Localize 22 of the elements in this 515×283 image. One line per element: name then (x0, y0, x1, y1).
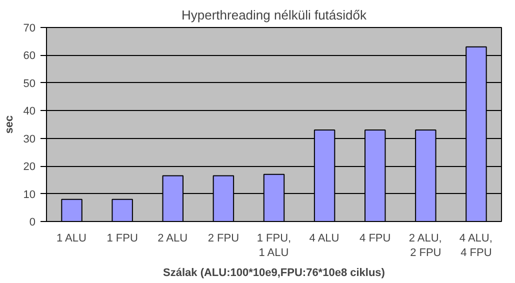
y-tick-label: 10 (23, 188, 36, 201)
x-tick-label: 2 FPU (208, 232, 240, 244)
y-tick-label: 50 (23, 78, 36, 90)
x-tick-label: 1 FPU (106, 232, 138, 244)
y-tick-label: 20 (23, 161, 36, 174)
x-tick-label: 1 FPU, 1 ALU (256, 232, 292, 259)
bar (61, 198, 82, 222)
y-tick-label: 60 (23, 50, 36, 62)
chart-title: Hyperthreading nélküli futásidők (182, 8, 367, 22)
y-axis-title: sec (3, 115, 16, 134)
y-tick-label: 30 (23, 133, 36, 146)
x-tick-label: 4 ALU (309, 232, 340, 244)
y-tick-label: 40 (23, 106, 36, 118)
x-tick-label: 2 ALU (158, 232, 188, 244)
y-tick-label: 70 (23, 22, 36, 34)
x-tick-label: 4 ALU, 4 FPU (459, 232, 492, 259)
x-axis-title: Szálak (ALU:100*10e9,FPU:76*10e8 ciklus) (163, 266, 386, 279)
bar (112, 198, 133, 222)
y-tick-label: 0 (29, 216, 36, 228)
x-tick-label: 4 FPU (360, 232, 391, 244)
x-tick-label: 1 ALU (56, 232, 87, 244)
x-tick-label: 2 ALU, 2 FPU (408, 232, 442, 259)
